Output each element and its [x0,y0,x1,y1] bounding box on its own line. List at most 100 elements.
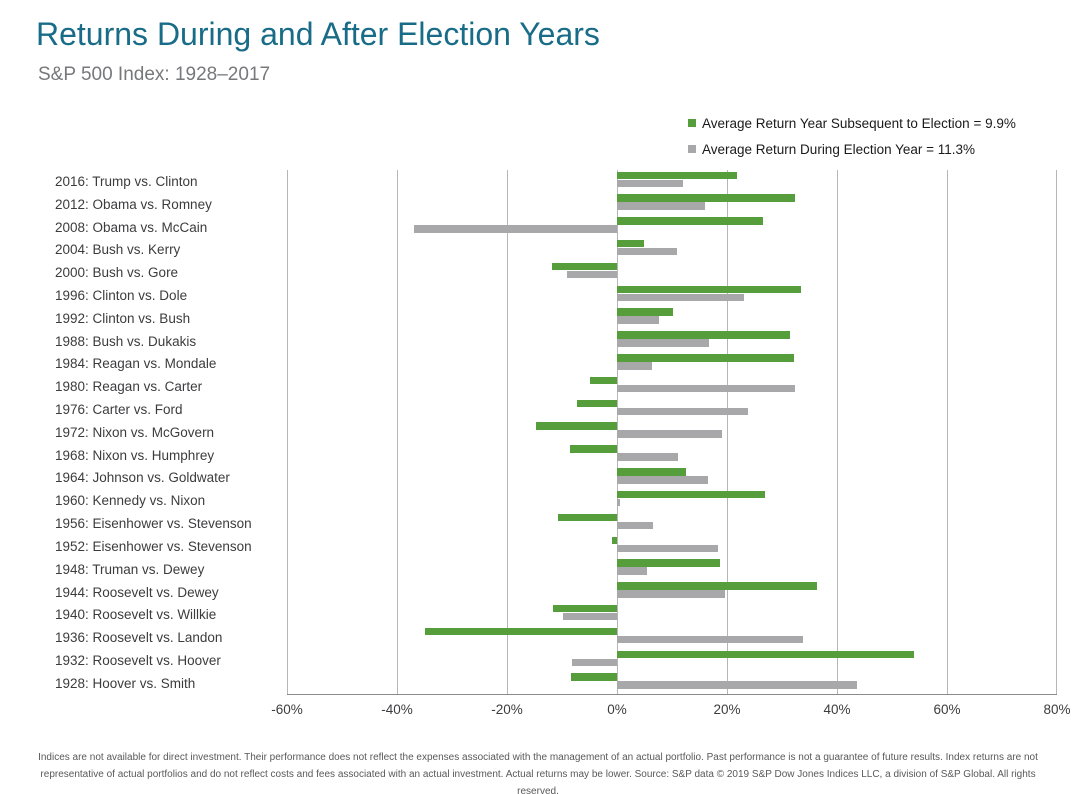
disclaimer-text: Indices are not available for direct inv… [38,752,1038,794]
bar-election-year-1960 [617,498,620,507]
bar-subsequent-year-1992 [617,308,673,316]
gridline--20 [506,170,508,694]
category-label-1992: 1992: Clinton vs. Bush [55,310,191,326]
x-tick-label-60: 60% [933,702,961,717]
bar-election-year-1936 [617,635,804,644]
bar-row-1932 [287,649,1057,672]
category-label-1968: 1968: Nixon vs. Humphrey [55,447,215,463]
category-label-1976: 1976: Carter vs. Ford [55,402,183,418]
bar-election-year-2012 [617,202,705,210]
bar-election-year-2016 [617,179,683,187]
category-label-1932: 1932: Roosevelt vs. Hoover [55,652,221,668]
bar-election-year-1940 [563,612,617,621]
bar-subsequent-year-1940 [553,604,617,613]
x-tick-label--60: -60% [271,702,303,717]
x-tick-label-20: 20% [713,702,741,717]
bar-row-1972 [287,421,1057,444]
legend-item-subsequent: Average Return Year Subsequent to Electi… [688,110,1016,136]
category-label-1996: 1996: Clinton vs. Dole [55,287,188,303]
bar-subsequent-year-1956 [557,513,617,522]
category-label-1984: 1984: Reagan vs. Mondale [55,356,217,372]
category-label-1972: 1972: Nixon vs. McGovern [55,424,215,440]
bar-election-year-1980 [617,384,796,393]
bar-chart: 2016: Trump vs. Clinton 2012: Obama vs. R… [36,170,1057,695]
bar-subsequent-year-1968 [570,445,617,453]
x-tick-label--40: -40% [381,702,413,717]
bar-subsequent-year-2012 [617,194,796,202]
bar-row-2008 [287,216,1057,239]
x-tick-label--20: -20% [491,702,523,717]
bar-subsequent-year-2016 [617,171,737,179]
bar-election-year-1976 [617,407,748,416]
bar-subsequent-year-2008 [617,217,763,225]
bar-election-year-1984 [617,362,652,370]
bar-subsequent-year-1948 [617,559,721,567]
category-label-2012: 2012: Obama vs. Romney [55,196,212,212]
gridline-60 [947,170,948,694]
plot-area [287,170,1057,695]
category-label-1988: 1988: Bush vs. Dukakis [55,333,197,349]
gridline--60 [287,170,288,694]
legend-item-election-year: Average Return During Election Year = 11… [688,136,1016,162]
gridline-80 [1056,170,1057,694]
bar-election-year-1996 [617,293,744,302]
bar-row-2004 [287,238,1057,261]
bar-subsequent-year-1980 [590,376,617,385]
category-label-2016: 2016: Trump vs. Clinton [55,173,198,189]
category-label-1952: 1952: Eisenhower vs. Stevenson [55,538,252,554]
x-tick-label-80: 80% [1043,702,1071,717]
category-label-1928: 1928: Hoover vs. Smith [55,675,196,691]
category-label-1956: 1956: Eisenhower vs. Stevenson [55,516,252,532]
bar-subsequent-year-1932 [617,650,914,659]
bar-election-year-1948 [617,567,648,575]
bar-row-1984 [287,353,1057,376]
bar-election-year-1944 [617,590,726,598]
category-label-2000: 2000: Bush vs. Gore [55,265,179,281]
bar-row-1960 [287,489,1057,512]
gridline--40 [396,170,398,694]
bar-subsequent-year-1936 [424,627,617,636]
page-subtitle: S&P 500 Index: 1928–2017 [38,64,271,85]
category-label-1936: 1936: Roosevelt vs. Landon [55,630,223,646]
bar-subsequent-year-1972 [536,422,617,430]
bar-subsequent-year-1996 [617,285,801,294]
bar-subsequent-year-1988 [617,331,791,339]
bar-row-1944 [287,581,1057,604]
legend-marker-election-year-icon [688,145,696,153]
bar-row-1996 [287,284,1057,307]
bar-row-1952 [287,535,1057,558]
x-tick-label-40: 40% [823,702,851,717]
bar-row-1988 [287,330,1057,353]
x-axis: -60% -40% -20% 0% 20% 40% 60% 80% [271,702,1070,722]
bar-subsequent-year-1952 [611,536,617,544]
category-label-1948: 1948: Truman vs. Dewey [55,561,205,577]
bar-subsequent-year-1976 [577,399,617,408]
page-title: Returns During and After Election Years [36,16,600,52]
bar-subsequent-year-1960 [617,490,765,499]
bar-row-1976 [287,398,1057,421]
bar-subsequent-year-1964 [617,468,686,476]
bar-subsequent-year-2004 [617,239,644,248]
gridline-20 [726,170,728,694]
legend-label-election-year: Average Return During Election Year = 11… [702,141,976,157]
category-label-1964: 1964: Johnson vs. Goldwater [55,470,230,486]
category-labels: 2016: Trump vs. Clinton 2012: Obama vs. R… [36,170,287,695]
legend-marker-subsequent-icon [688,119,696,127]
bar-row-1936 [287,626,1057,649]
bar-row-1948 [287,558,1057,581]
bar-election-year-2004 [617,247,677,256]
bar-election-year-1972 [617,430,722,438]
category-label-2008: 2008: Obama vs. McCain [55,219,208,235]
category-label-2004: 2004: Bush vs. Kerry [55,242,181,258]
bar-row-1940 [287,603,1057,626]
bar-row-1964 [287,467,1057,490]
bar-row-2016 [287,170,1057,193]
bar-subsequent-year-1928 [570,673,617,681]
bar-row-1992 [287,307,1057,330]
category-label-1980: 1980: Reagan vs. Carter [55,379,203,395]
category-label-1960: 1960: Kennedy vs. Nixon [55,493,206,509]
bar-row-1928 [287,672,1057,695]
bar-election-year-1956 [617,521,654,530]
chart-legend: Average Return Year Subsequent to Electi… [688,110,1016,162]
